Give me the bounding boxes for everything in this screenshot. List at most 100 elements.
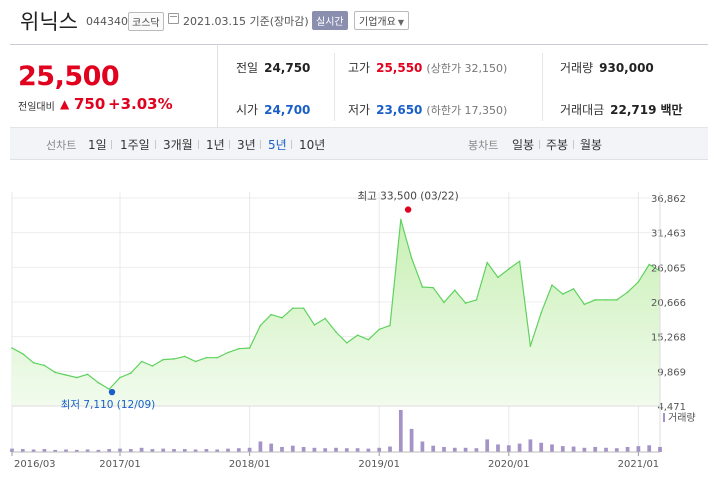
price-point <box>389 324 391 327</box>
volume-label: 거래량 <box>560 61 594 75</box>
tab-3y[interactable]: 3년 <box>237 138 256 152</box>
volume-bar <box>560 446 565 452</box>
volume-bar <box>636 446 641 452</box>
market-badge: 코스닥 <box>128 12 164 31</box>
price-point <box>65 374 67 376</box>
volume-bar <box>301 446 306 452</box>
price-point <box>400 218 402 221</box>
y-tick-label: 9,869 <box>657 367 686 378</box>
volume-bar <box>442 446 446 452</box>
volume-bar <box>420 441 425 452</box>
price-point <box>421 286 424 288</box>
price-point <box>216 356 218 359</box>
realtime-button[interactable]: 실시간 <box>312 11 348 30</box>
amount-value: 22,719 <box>610 103 657 117</box>
volume-bar <box>280 446 284 452</box>
x-tick-label: 2021/01 <box>618 459 660 470</box>
tab-1d[interactable]: 1일 <box>88 138 107 152</box>
x-axis: 2016/03 2017/01 2018/01 2019/01 2020/01 2021/… <box>11 405 660 470</box>
price-point <box>140 360 143 363</box>
tab-10y[interactable]: 10년 <box>299 138 326 152</box>
prev-close-value: 24,750 <box>264 61 311 75</box>
tab-3m[interactable]: 3개월 <box>163 138 193 152</box>
volume-bar <box>323 448 328 452</box>
volume-bar <box>398 410 403 452</box>
tab-divider <box>260 140 261 149</box>
y-axis: 36,862 31,463 26,065 20,666 15,268 9,869 4,471 <box>651 192 686 452</box>
price-point <box>302 307 305 310</box>
price-point <box>86 373 89 376</box>
price-point <box>227 351 229 354</box>
tab-divider <box>291 140 292 149</box>
volume-bar <box>204 449 209 452</box>
volume-bar <box>474 448 479 452</box>
price-point <box>562 293 564 295</box>
y-tick-label: 15,268 <box>651 333 686 344</box>
tab-weekly[interactable]: 주봉 <box>546 138 569 152</box>
price-point <box>335 331 337 333</box>
x-tick-label: 2020/01 <box>488 459 530 470</box>
volume-bar <box>366 448 371 452</box>
company-info-label: 기업개요 <box>359 17 396 28</box>
tab-divider <box>111 140 112 149</box>
tab-monthly[interactable]: 월봉 <box>580 138 603 152</box>
volume-bar <box>582 447 587 452</box>
price-change: 750 <box>74 95 106 113</box>
volume-bar <box>139 447 144 452</box>
price-area <box>12 219 660 406</box>
price-point <box>486 261 489 264</box>
volume-bar <box>388 446 392 452</box>
volume-value: 930,000 <box>599 61 654 75</box>
max-label: 최고 33,500 (03/22) <box>358 191 459 203</box>
price-point <box>32 361 35 364</box>
volume-bar <box>85 449 90 452</box>
price-point <box>205 356 208 359</box>
quote-date: 2021.03.15 기준(장마감) <box>183 15 309 28</box>
price-point <box>22 352 24 355</box>
price-point <box>497 276 499 279</box>
tab-daily[interactable]: 일봉 <box>512 138 535 152</box>
open-label: 시가 <box>236 103 259 117</box>
volume-bar <box>550 444 554 452</box>
price-point <box>292 307 294 310</box>
current-price-box: 25,500 전일대비 ▲ 750 +3.03% <box>10 45 218 128</box>
price-chart: 36,862 31,463 26,065 20,666 15,268 9,869 4,471… <box>10 191 696 470</box>
divider <box>334 53 335 121</box>
price-point <box>540 311 542 314</box>
price-point <box>356 334 359 336</box>
price-point <box>410 257 413 259</box>
change-label: 전일대비 <box>18 102 55 113</box>
price-point <box>443 301 445 304</box>
price-point <box>11 347 13 349</box>
price-point <box>270 313 273 316</box>
volume-bar <box>614 448 619 452</box>
volume-bar <box>74 449 79 452</box>
volume-bar <box>355 448 360 452</box>
volume-bar <box>431 445 436 452</box>
y-tick-label: 26,065 <box>651 263 686 274</box>
stock-header: 위닉스 044340 코스닥 2021.03.15 기준(장마감) 실시간 기업… <box>0 0 712 44</box>
volume-bar <box>10 448 14 452</box>
price-point <box>238 347 240 350</box>
volume-bar <box>593 446 598 452</box>
volume-bar <box>409 428 414 452</box>
price-marks <box>11 218 661 390</box>
tab-divider <box>155 140 156 149</box>
prev-close: 전일 24,750 <box>236 59 310 76</box>
volume-bar <box>215 449 220 452</box>
tab-1w[interactable]: 1주일 <box>120 138 150 152</box>
amount-unit: 백만 <box>660 103 683 117</box>
company-info-dropdown[interactable]: 기업개요 ▼ <box>354 11 409 30</box>
tab-5y[interactable]: 5년 <box>268 138 287 152</box>
volume-bar <box>193 449 198 452</box>
tab-divider <box>198 140 199 149</box>
tab-divider <box>539 140 540 149</box>
volume-bar <box>528 439 533 452</box>
price-point <box>162 358 164 361</box>
volume-bar <box>312 447 317 452</box>
low-label: 저가 <box>348 103 371 117</box>
price-point <box>454 289 456 292</box>
price-point <box>54 371 56 374</box>
tab-1y[interactable]: 1년 <box>206 138 225 152</box>
current-price: 25,500 <box>18 61 120 92</box>
